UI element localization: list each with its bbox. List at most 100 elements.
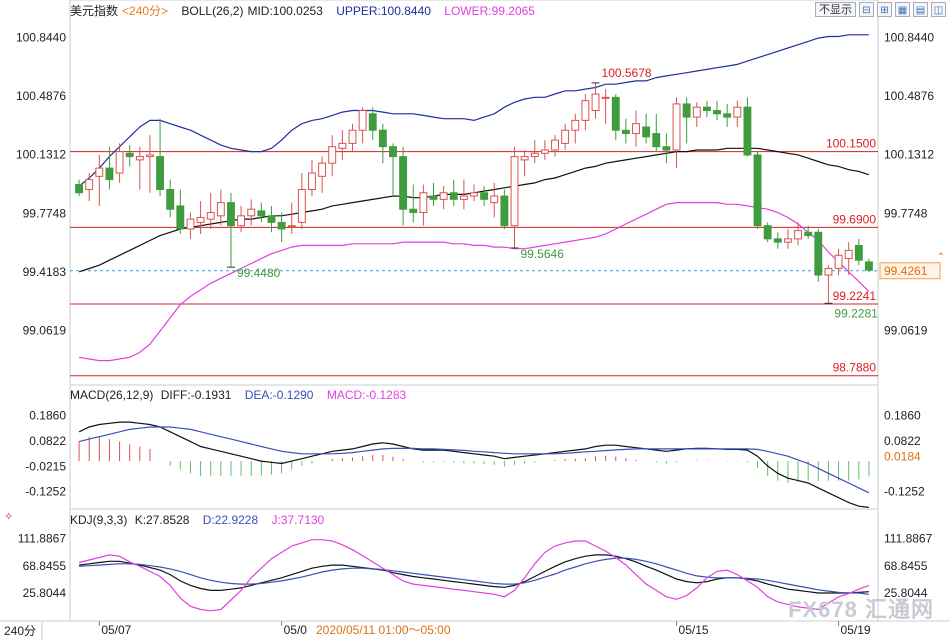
candle-body bbox=[166, 188, 175, 210]
candle-body bbox=[794, 230, 802, 240]
candle bbox=[287, 202, 296, 234]
macd-indicator-name[interactable]: MACD(26,12,9) bbox=[70, 388, 154, 402]
candle bbox=[794, 222, 802, 246]
candle-body bbox=[287, 225, 296, 228]
candle-body bbox=[267, 215, 276, 223]
candle bbox=[166, 179, 175, 218]
candle bbox=[429, 182, 438, 206]
candle bbox=[135, 146, 144, 190]
candle bbox=[834, 248, 843, 276]
boll-mid-line bbox=[78, 147, 870, 273]
candle-body bbox=[632, 123, 640, 135]
candle-body bbox=[834, 254, 843, 269]
candle-body bbox=[581, 100, 590, 121]
candle bbox=[773, 232, 782, 249]
candle bbox=[146, 135, 154, 193]
candle-body bbox=[561, 129, 570, 144]
candle bbox=[449, 179, 458, 206]
candle bbox=[490, 182, 499, 218]
period-label[interactable]: <240分> bbox=[122, 4, 169, 18]
candle bbox=[652, 113, 661, 152]
boll-indicator-name[interactable]: BOLL(26,2) bbox=[181, 4, 244, 18]
candle bbox=[530, 140, 539, 164]
boll-mid: MID:100.0253 bbox=[247, 4, 323, 18]
main-right-tick: 99.0619 bbox=[884, 324, 928, 338]
candle bbox=[864, 258, 873, 272]
candle-body bbox=[804, 231, 813, 237]
candle-body bbox=[297, 188, 306, 223]
candle bbox=[753, 151, 762, 229]
candle bbox=[591, 82, 600, 119]
candle-body bbox=[146, 154, 154, 158]
candle-body bbox=[814, 231, 823, 276]
candle-body bbox=[429, 195, 438, 200]
candle-body bbox=[419, 192, 428, 214]
candle bbox=[763, 222, 772, 243]
candle-body bbox=[733, 106, 742, 118]
candle bbox=[227, 192, 235, 267]
candle bbox=[186, 212, 195, 239]
candle-body bbox=[611, 96, 620, 131]
macd-left-tick: 0.0822 bbox=[29, 434, 66, 448]
candle bbox=[692, 102, 701, 127]
candle-body bbox=[672, 103, 681, 151]
candle bbox=[338, 130, 347, 160]
main-left-tick: 99.4183 bbox=[23, 265, 67, 279]
candle-body bbox=[500, 195, 509, 227]
candle bbox=[368, 107, 377, 141]
grid-icon[interactable]: ▦ bbox=[895, 2, 910, 17]
shrink-icon[interactable]: ⊟ bbox=[859, 2, 874, 17]
candle bbox=[500, 189, 509, 229]
candle bbox=[328, 135, 337, 177]
candle bbox=[297, 173, 306, 229]
kdj-right-tick: 68.8455 bbox=[884, 559, 928, 573]
boll-upper-line bbox=[78, 34, 869, 187]
candle-body bbox=[105, 167, 114, 181]
candle-body bbox=[399, 156, 408, 210]
display-select[interactable]: 不显示 bbox=[815, 2, 856, 17]
kdj-left-tick: 68.8455 bbox=[23, 559, 67, 573]
candle-body bbox=[470, 192, 478, 197]
macd-panel-frame bbox=[69, 384, 879, 510]
candle bbox=[196, 201, 205, 234]
candle bbox=[814, 228, 823, 282]
expand-icon[interactable]: ⊞ bbox=[877, 2, 892, 17]
candle-body bbox=[115, 151, 124, 174]
candle-body bbox=[591, 93, 600, 112]
candle-body bbox=[713, 110, 721, 115]
candle bbox=[318, 156, 327, 193]
layout-icon[interactable]: ▤ bbox=[913, 2, 928, 17]
candle bbox=[156, 118, 165, 197]
main-left-tick: 100.8440 bbox=[16, 30, 66, 44]
cursor-time-label: 2020/05/11 01:00～05:00 bbox=[316, 623, 451, 637]
candle bbox=[409, 184, 418, 223]
candle-body bbox=[409, 208, 418, 214]
extremum-label: 99.4480 bbox=[237, 266, 281, 280]
candle-body bbox=[824, 267, 833, 276]
extremum-label: 99.5646 bbox=[521, 247, 565, 261]
candle bbox=[632, 110, 640, 147]
main-left-tick: 99.7748 bbox=[23, 206, 67, 220]
candle-body bbox=[621, 129, 630, 135]
candle-body bbox=[490, 195, 499, 204]
candle bbox=[399, 146, 408, 226]
candle-body bbox=[125, 152, 134, 158]
candle bbox=[783, 228, 792, 249]
watermark: FX678 汇通网 bbox=[788, 597, 934, 622]
candle-body bbox=[682, 103, 691, 118]
kdj-indicator-name[interactable]: KDJ(9,3,3) bbox=[70, 513, 128, 527]
macd-left-tick: 0.1860 bbox=[29, 409, 66, 423]
candle bbox=[470, 184, 478, 201]
candle-body bbox=[540, 149, 549, 154]
candle bbox=[257, 202, 266, 223]
candle bbox=[348, 123, 357, 152]
candle bbox=[206, 192, 215, 229]
candle bbox=[459, 179, 468, 210]
candle bbox=[581, 94, 590, 131]
fullscreen-icon[interactable]: ◫ bbox=[931, 2, 946, 17]
macd-diff: DIFF:-0.1931 bbox=[160, 388, 232, 402]
candle-body bbox=[662, 146, 671, 151]
macd-left-tick: -0.1252 bbox=[25, 485, 66, 499]
candle bbox=[733, 100, 742, 127]
